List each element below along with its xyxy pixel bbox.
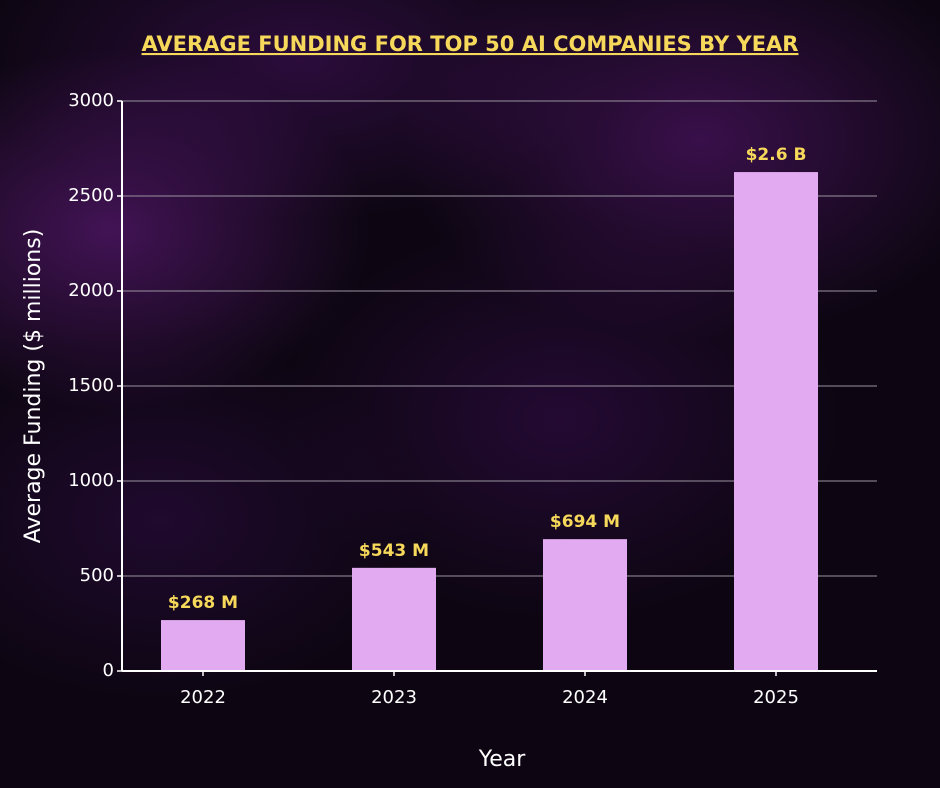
- bar: [734, 172, 818, 671]
- value-label: $268 M: [168, 593, 238, 613]
- y-tick-label: 1000: [68, 470, 114, 491]
- bar: [543, 539, 627, 671]
- x-tick-label: 2024: [562, 687, 608, 708]
- x-axis-label: Year: [478, 747, 527, 772]
- value-label: $694 M: [550, 512, 620, 532]
- x-tick-label: 2022: [180, 687, 226, 708]
- value-label: $543 M: [359, 541, 429, 561]
- y-tick-label: 1500: [68, 375, 114, 396]
- x-tick-label: 2025: [753, 687, 799, 708]
- value-label: $2.6 B: [746, 145, 807, 165]
- y-axis-label: Average Funding ($ millions): [21, 229, 46, 544]
- bar: [352, 567, 436, 671]
- x-tick-label: 2023: [371, 687, 417, 708]
- bar: [161, 620, 245, 671]
- y-tick-label: 500: [80, 565, 114, 586]
- y-tick-label: 2500: [68, 185, 114, 206]
- chart-title: AVERAGE FUNDING FOR TOP 50 AI COMPANIES …: [142, 32, 799, 56]
- y-tick-label: 2000: [68, 280, 114, 301]
- y-tick-label: 3000: [68, 90, 114, 111]
- y-tick-label: 0: [103, 660, 114, 681]
